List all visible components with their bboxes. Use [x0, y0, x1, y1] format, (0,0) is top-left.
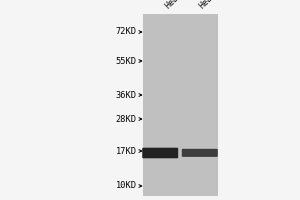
- Text: Heart: Heart: [198, 0, 222, 10]
- Text: 72KD: 72KD: [116, 27, 136, 36]
- Text: 17KD: 17KD: [116, 146, 136, 156]
- Text: Heart: Heart: [164, 0, 188, 10]
- Text: 10KD: 10KD: [116, 182, 136, 190]
- FancyBboxPatch shape: [142, 148, 178, 158]
- Text: 28KD: 28KD: [116, 114, 136, 123]
- Text: 55KD: 55KD: [116, 56, 136, 66]
- Text: 36KD: 36KD: [116, 90, 136, 99]
- FancyBboxPatch shape: [182, 149, 218, 157]
- Bar: [142, 14, 218, 196]
